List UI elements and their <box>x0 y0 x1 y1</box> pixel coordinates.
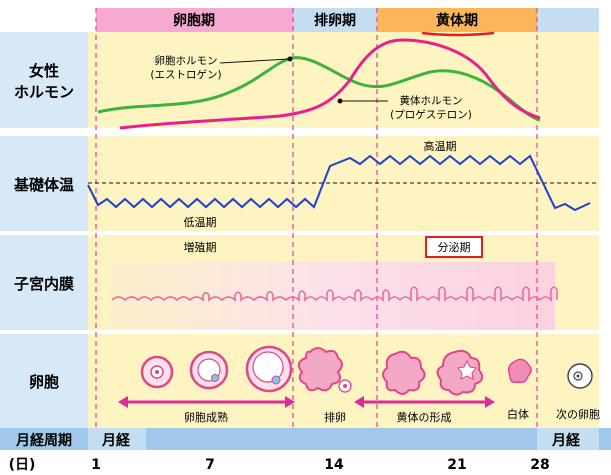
day-tick-21: 21 <box>447 457 466 473</box>
progesterone-label-1: 黄体ホルモン <box>400 94 463 107</box>
row-label-hormone-2: ホルモン <box>14 83 74 101</box>
endometrium-secretory-label: 分泌期 <box>438 241 471 254</box>
maturation-arrow <box>118 396 295 408</box>
cycle-bar-menses-next <box>537 428 599 450</box>
luteal-underline <box>421 31 495 37</box>
label-cell-hormone <box>0 32 88 128</box>
panel-hormone <box>88 32 599 128</box>
bbt-high-label: 高温期 <box>424 139 457 153</box>
corpus-albicans-icon <box>507 358 532 384</box>
phase-band-ovulation <box>293 8 377 32</box>
estrogen-label-1: 卵胞ホルモン <box>155 55 218 67</box>
phase-band-follicular <box>96 8 293 32</box>
estrogen-label-2: (エストロゲン) <box>150 69 221 81</box>
bbt-curve <box>87 154 591 212</box>
cycle-bar <box>0 428 611 450</box>
endometrium-wave <box>111 286 558 303</box>
next-follicle-label: 次の卵胞 <box>556 407 600 421</box>
label-cell-follicle <box>0 334 88 428</box>
row-label-hormone-1: 女性 <box>29 62 59 80</box>
label-cell-bbt <box>0 136 88 231</box>
progesterone-curve <box>119 38 541 130</box>
progesterone-label-2: (プロゲステロン) <box>390 109 472 121</box>
phase-label-follicular: 卵胞期 <box>173 12 215 29</box>
day-tick-28: 28 <box>530 457 549 473</box>
estrogen-pointer-dot <box>287 56 293 62</box>
row-label-follicle: 卵胞 <box>29 373 59 391</box>
cycle-label: 月経周期 <box>15 432 72 449</box>
row-label-endometrium: 子宮内膜 <box>14 275 74 293</box>
day-tick-14: 14 <box>324 457 344 473</box>
phase-band-luteal <box>377 8 537 32</box>
follicle-1-icon <box>140 355 174 389</box>
corpus-luteum-1-icon <box>382 350 426 395</box>
day-tick-1: 1 <box>91 457 101 473</box>
phase-label-luteal: 黄体期 <box>436 12 478 29</box>
follicle-2-icon <box>189 350 229 390</box>
bbt-low-label: 低温期 <box>184 216 217 229</box>
secretory-box <box>425 236 483 258</box>
menses-start-label: 月経 <box>101 432 131 449</box>
ovulation-label: 排卵 <box>324 410 346 424</box>
endometrium-proliferative-label: 増殖期 <box>184 241 217 254</box>
follicle-3-icon <box>245 345 293 393</box>
luteal-formation-label: 黄体の形成 <box>397 410 452 424</box>
day-unit: (日) <box>9 457 36 473</box>
follicle-maturation-label: 卵胞成熟 <box>184 410 228 424</box>
corpus-albicans-label: 白体 <box>507 407 529 421</box>
phase-band-next <box>537 8 599 32</box>
menses-next-label: 月経 <box>551 432 581 449</box>
corpus-luteum-2-icon <box>436 349 484 396</box>
label-cell-endometrium <box>0 235 88 330</box>
phase-divider-lines <box>95 8 538 428</box>
phase-label-ovulation: 排卵期 <box>314 12 356 29</box>
cycle-bar-menses-start <box>88 428 146 450</box>
next-follicle-icon <box>567 363 593 389</box>
progesterone-pointer-dot <box>337 98 343 104</box>
day-tick-7: 7 <box>205 457 215 473</box>
row-label-bbt: 基礎体温 <box>13 176 74 194</box>
luteal-formation-arrow <box>354 396 495 408</box>
estrogen-pointer <box>219 58 290 64</box>
ovulation-follicle-icon <box>297 347 352 393</box>
